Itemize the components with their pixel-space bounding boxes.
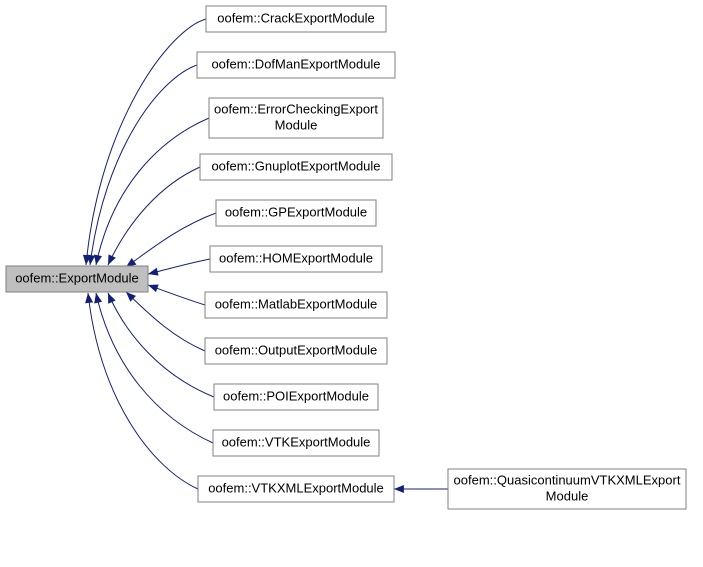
arrowhead-icon bbox=[94, 254, 102, 265]
class-node-n11[interactable]: oofem::VTKXMLExportModule bbox=[198, 476, 394, 502]
nodes-group: oofem::ExportModule oofem::CrackExportMod… bbox=[6, 6, 686, 509]
class-node-label: oofem::GnuplotExportModule bbox=[211, 158, 380, 173]
arrowhead-icon bbox=[108, 254, 116, 265]
arrowhead-icon bbox=[148, 285, 159, 293]
class-node-n7[interactable]: oofem::MatlabExportModule bbox=[205, 292, 387, 318]
class-node-label: oofem::ExportModule bbox=[15, 270, 139, 285]
class-node-label: oofem::QuasicontinuumVTKXMLExport bbox=[454, 472, 681, 487]
class-node-label: oofem::VTKXMLExportModule bbox=[208, 480, 384, 495]
inheritance-diagram: oofem::ExportModule oofem::CrackExportMod… bbox=[0, 0, 703, 567]
class-node-n2[interactable]: oofem::DofManExportModule bbox=[197, 52, 395, 78]
inheritance-edge bbox=[108, 293, 214, 397]
class-node-n4[interactable]: oofem::GnuplotExportModule bbox=[200, 154, 392, 180]
class-node-n1[interactable]: oofem::CrackExportModule bbox=[206, 6, 386, 32]
class-node-n6[interactable]: oofem::HOMExportModule bbox=[210, 246, 382, 272]
arrowhead-icon bbox=[148, 268, 159, 276]
inheritance-edge bbox=[126, 213, 216, 267]
class-node-label: oofem::HOMExportModule bbox=[219, 250, 373, 265]
class-node-root: oofem::ExportModule bbox=[6, 266, 148, 292]
class-node-n3[interactable]: oofem::ErrorCheckingExportModule bbox=[209, 98, 383, 138]
class-node-n9[interactable]: oofem::POIExportModule bbox=[214, 384, 378, 410]
class-node-label: Module bbox=[275, 117, 318, 132]
class-node-label: oofem::POIExportModule bbox=[223, 388, 369, 403]
inheritance-edge bbox=[96, 118, 209, 265]
class-node-label: oofem::VTKExportModule bbox=[222, 434, 371, 449]
class-node-label: oofem::OutputExportModule bbox=[215, 342, 378, 357]
class-node-n8[interactable]: oofem::OutputExportModule bbox=[205, 338, 387, 364]
class-node-label: Module bbox=[546, 488, 589, 503]
class-node-n5[interactable]: oofem::GPExportModule bbox=[216, 200, 376, 226]
arrowhead-icon bbox=[85, 293, 93, 303]
arrowhead-icon bbox=[94, 293, 102, 304]
class-node-label: oofem::DofManExportModule bbox=[211, 56, 380, 71]
class-node-label: oofem::MatlabExportModule bbox=[215, 296, 378, 311]
inheritance-edge bbox=[96, 293, 213, 443]
class-node-label: oofem::CrackExportModule bbox=[217, 10, 375, 25]
inheritance-edge bbox=[108, 167, 200, 265]
class-node-n12[interactable]: oofem::QuasicontinuumVTKXMLExportModule bbox=[448, 469, 686, 509]
class-node-label: oofem::GPExportModule bbox=[225, 204, 367, 219]
arrowhead-icon bbox=[108, 293, 116, 304]
class-node-n10[interactable]: oofem::VTKExportModule bbox=[213, 430, 379, 456]
class-node-label: oofem::ErrorCheckingExport bbox=[214, 101, 378, 116]
inheritance-edge bbox=[86, 19, 206, 265]
arrowhead-icon bbox=[394, 485, 404, 493]
